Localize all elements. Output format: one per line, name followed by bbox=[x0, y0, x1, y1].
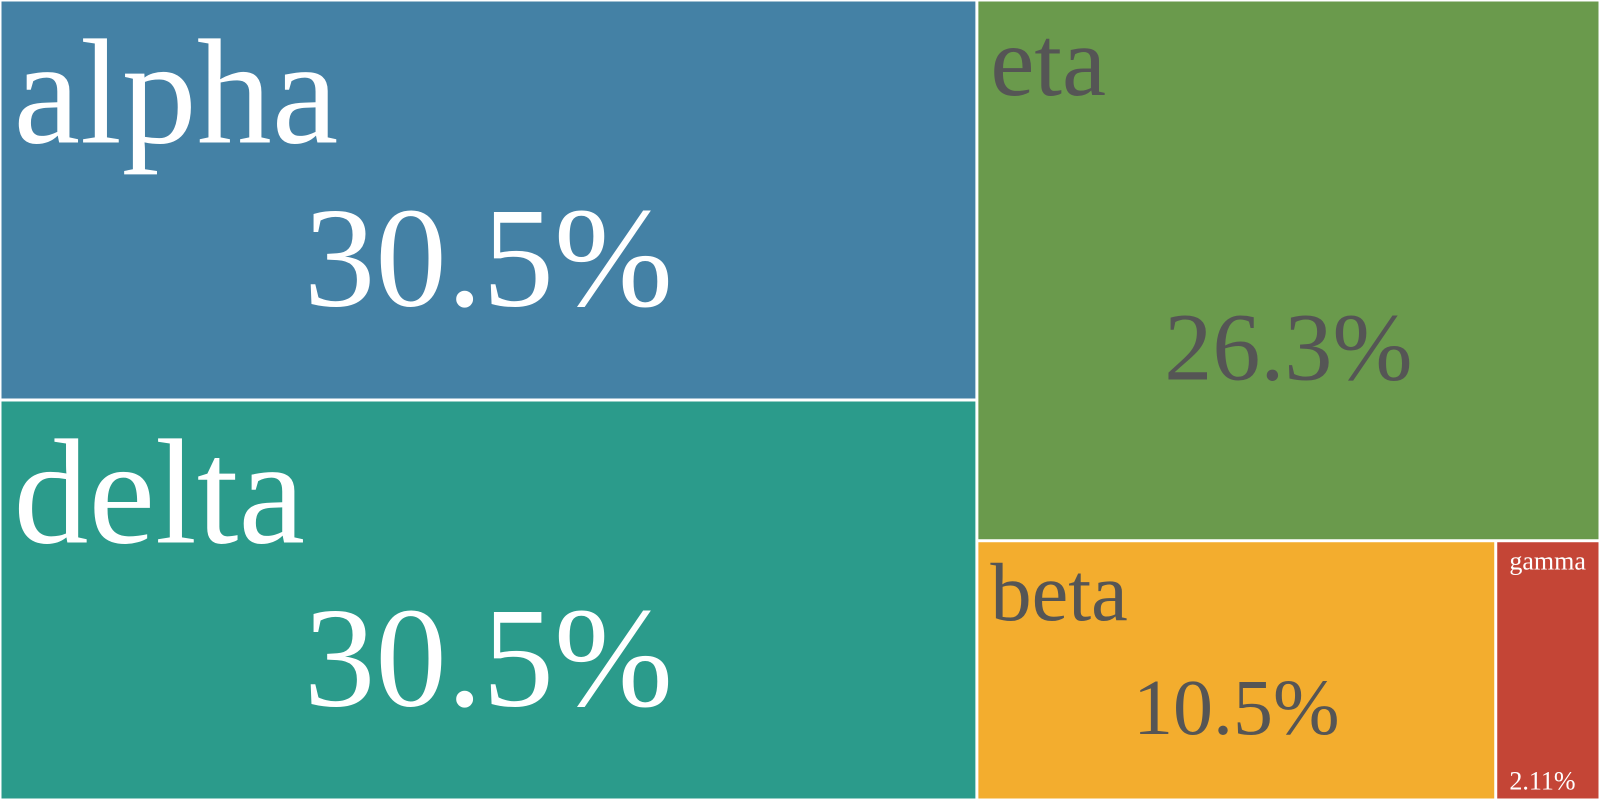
tile-gamma-value: 2.11% bbox=[1509, 766, 1575, 795]
tile-beta-rect bbox=[978, 542, 1495, 799]
tile-beta-value: 10.5% bbox=[1133, 664, 1339, 752]
tile-gamma: gamma 2.11% bbox=[1497, 542, 1599, 799]
tile-alpha-label: alpha bbox=[14, 10, 339, 176]
tile-delta-value: 30.5% bbox=[304, 579, 673, 737]
tile-eta-rect bbox=[978, 1, 1599, 540]
tile-delta-label: delta bbox=[14, 410, 306, 576]
tile-eta-label: eta bbox=[990, 8, 1106, 117]
tile-gamma-rect bbox=[1497, 542, 1599, 799]
tile-alpha-rect bbox=[1, 1, 976, 399]
tile-beta-label: beta bbox=[990, 546, 1127, 638]
tile-delta-rect bbox=[1, 401, 976, 799]
tile-alpha-value: 30.5% bbox=[304, 179, 673, 337]
tile-eta: eta 26.3% bbox=[978, 1, 1599, 540]
tile-eta-value: 26.3% bbox=[1164, 293, 1412, 400]
tile-gamma-label: gamma bbox=[1509, 547, 1586, 576]
